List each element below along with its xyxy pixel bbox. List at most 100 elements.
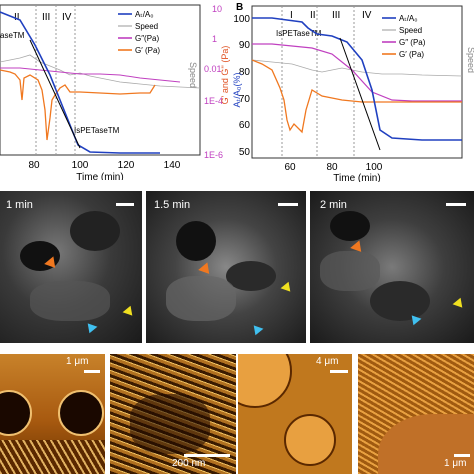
x-tick-label: 80 — [326, 162, 338, 173]
cyan-arrow-icon — [87, 321, 99, 334]
cyan-arrow-icon — [411, 313, 423, 326]
scale-bar — [454, 454, 470, 457]
y-tick-label: 50 — [239, 147, 251, 158]
g-prime-trace — [251, 59, 462, 134]
scale-bar — [116, 203, 134, 206]
g-prime-trace — [0, 69, 156, 141]
panel-a-chart: II III IV aseTM IsPETaseTM Aₜ/A₀ Speed G… — [0, 4, 230, 180]
dark-void — [226, 261, 276, 291]
g-double-prime-trace — [0, 67, 181, 83]
legend-entry: G″ (Pa) — [399, 38, 426, 47]
y-tick-label: 100 — [233, 14, 250, 25]
y-tick-label: 80 — [239, 67, 251, 78]
fit-line — [339, 37, 381, 151]
legend-entry: Aₜ/A₀ — [135, 10, 154, 19]
annotation: IsPETaseTM — [276, 29, 322, 38]
x-axis-label: Time (min) — [76, 172, 123, 180]
legend-entry: Aₜ/A₀ — [399, 14, 418, 23]
scale-bar — [278, 203, 298, 206]
panel-b-chart: B I II III IV IsPETaseTM Aₜ/A₀ Speed G″ … — [232, 2, 474, 182]
hole — [238, 354, 292, 408]
time-label: 2 min — [320, 199, 347, 211]
x-tick-label: 100 — [366, 162, 383, 173]
phase-label: II — [14, 12, 20, 23]
panel-letter: B — [236, 2, 243, 13]
panel-a-legend: Aₜ/A₀ Speed G″(Pa) G′ (Pa) — [118, 10, 160, 55]
yellow-arrow-icon — [279, 281, 291, 294]
x-tick-label: 140 — [164, 160, 181, 171]
at-a0-trace — [0, 11, 160, 154]
bright-region — [166, 276, 236, 321]
micro-frame-2: 1.5 min — [146, 191, 306, 343]
fit-line — [29, 39, 81, 149]
right-axis-label-speed: Speed — [188, 62, 198, 88]
phase-label: I — [290, 10, 293, 21]
legend-entry: G′ (Pa) — [135, 46, 160, 55]
panel-a-frame — [0, 4, 201, 156]
scale-label: 4 μm — [316, 356, 339, 367]
right-tick-label: 1E-6 — [204, 150, 223, 160]
panel-b-legend: Aₜ/A₀ Speed G″ (Pa) G′ (Pa) — [382, 14, 426, 59]
scale-bar — [184, 454, 230, 457]
hole — [0, 390, 32, 436]
annotation-bottom: IsPETaseTM — [74, 126, 120, 135]
scale-label: 1 μm — [444, 458, 467, 469]
x-tick-label: 60 — [284, 162, 296, 173]
phase-label: II — [310, 10, 316, 21]
micro-frame-1: 1 min — [0, 191, 142, 343]
legend-entry: G″(Pa) — [135, 34, 160, 43]
speed-trace — [0, 54, 201, 89]
right-tick-label: 1E-4 — [204, 96, 223, 106]
right-tick-label: 10 — [212, 4, 222, 14]
dark-void — [20, 241, 60, 271]
y-tick-label: 60 — [239, 120, 251, 131]
dark-void — [330, 211, 370, 241]
scale-bar — [84, 370, 100, 373]
micro-frame-3: 2 min — [310, 191, 474, 343]
phase-label: III — [42, 12, 50, 23]
legend-entry: Speed — [399, 26, 422, 35]
phase-label: IV — [62, 12, 72, 23]
dark-region — [130, 394, 210, 454]
x-tick-label: 100 — [72, 160, 89, 171]
y-tick-label: 90 — [239, 40, 251, 51]
x-axis-label: Time (min) — [333, 173, 380, 182]
hole — [284, 414, 336, 466]
cyan-arrow-icon — [253, 323, 265, 336]
dark-void — [370, 281, 430, 321]
scale-bar — [446, 203, 466, 206]
y-axis-label: Aₜ/A₀(%) — [232, 73, 242, 108]
dark-void — [70, 211, 120, 251]
speed-trace — [251, 59, 463, 77]
afm-image-4: 1 μm — [358, 354, 474, 474]
scale-bar — [330, 370, 348, 373]
textured-region — [0, 440, 105, 474]
afm-image-3: 4 μm — [238, 354, 352, 474]
y-tick-label: 70 — [239, 94, 251, 105]
phase-label: III — [332, 10, 340, 21]
legend-entry: Speed — [135, 22, 158, 31]
at-a0-trace — [252, 17, 462, 141]
afm-image-1: 1 μm — [0, 354, 105, 474]
g-double-prime-trace — [252, 43, 462, 102]
legend-entry: G′ (Pa) — [399, 50, 424, 59]
scale-label: 1 μm — [66, 356, 89, 367]
afm-image-2: 200 nm — [110, 354, 236, 474]
hole — [58, 390, 104, 436]
right-tick-label: 0.01 — [204, 64, 222, 74]
right-tick-label: 1 — [212, 34, 217, 44]
time-label: 1.5 min — [154, 199, 191, 211]
annotation-top: aseTM — [0, 31, 25, 40]
yellow-arrow-icon — [451, 297, 463, 310]
right-axis-label: Speed — [466, 47, 474, 73]
yellow-arrow-icon — [121, 305, 133, 318]
right-axis-label-g: G' and G'' (Pa) — [220, 46, 230, 105]
bright-region — [320, 251, 380, 291]
bright-region — [30, 281, 110, 321]
x-tick-label: 80 — [28, 160, 40, 171]
scale-label: 200 nm — [172, 458, 206, 469]
time-label: 1 min — [6, 199, 33, 211]
dark-void — [176, 221, 216, 261]
panel-b-frame — [251, 5, 463, 159]
x-tick-label: 120 — [118, 160, 135, 171]
